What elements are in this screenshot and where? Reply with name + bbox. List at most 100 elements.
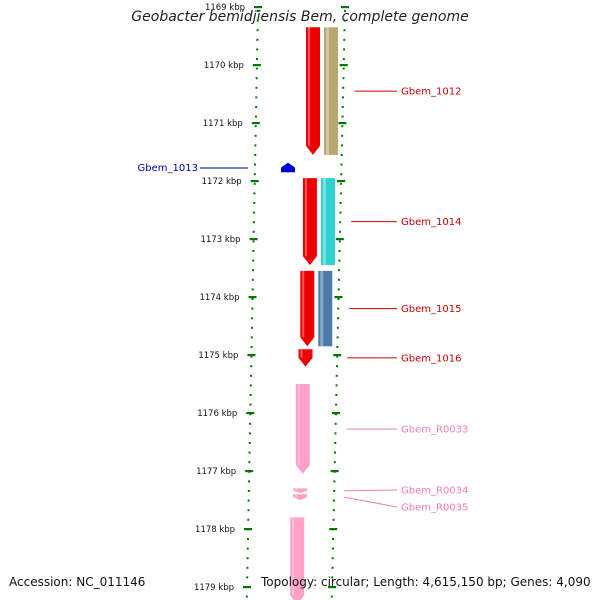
- tick-label: 1179 kbp: [194, 583, 234, 593]
- gene-gbem_r0035[interactable]: [293, 494, 307, 500]
- scale-dot: [250, 365, 253, 368]
- accession-text: Accession: NC_011146: [9, 575, 146, 589]
- gene-gbem_r0034[interactable]: [293, 488, 308, 493]
- gene-label-gbem_r0033[interactable]: Gbem_R0033: [401, 424, 468, 435]
- scale-dot: [249, 422, 252, 425]
- scale-dot: [334, 432, 337, 435]
- gene-label-gbem_1016[interactable]: Gbem_1016: [401, 353, 461, 364]
- scale-dot: [339, 211, 342, 214]
- scale-dot: [340, 173, 343, 176]
- scale-dot: [337, 288, 340, 291]
- scale-dot: [340, 163, 343, 166]
- gene-gbem_1016[interactable]: [298, 349, 313, 367]
- features-layer[interactable]: [0, 0, 339, 600]
- scale-dot: [256, 58, 259, 60]
- scale-dot: [246, 538, 249, 540]
- cog-category-bar: [318, 270, 333, 347]
- scale-dot: [330, 595, 333, 598]
- scale-dot: [254, 115, 257, 118]
- scale-dot: [256, 29, 259, 32]
- scale-dot: [252, 269, 255, 272]
- scale-dot: [247, 490, 250, 492]
- gene-label-gbem_1014[interactable]: Gbem_1014: [401, 217, 461, 228]
- scale-dot: [343, 38, 346, 41]
- scale-dot: [343, 48, 346, 51]
- major-tick-inner: [247, 354, 256, 357]
- cog-category-bar: [324, 27, 339, 155]
- scale-dot: [340, 182, 343, 185]
- scale-dot: [253, 173, 256, 176]
- major-tick-inner: [250, 180, 259, 183]
- scale-dot: [331, 566, 334, 569]
- scale-dot: [252, 230, 255, 233]
- scale-dot: [251, 317, 254, 320]
- scale-dot: [339, 202, 342, 204]
- scale-dot: [252, 240, 255, 243]
- major-tick-outer: [335, 238, 344, 241]
- scale-dot: [253, 211, 256, 214]
- scale-dot: [343, 10, 346, 12]
- tick-label: 1176 kbp: [197, 409, 237, 419]
- scale-dot: [247, 499, 250, 502]
- gene-gbem_r0033[interactable]: [295, 384, 310, 474]
- scale-dot: [335, 394, 338, 396]
- scale-dot: [248, 461, 251, 464]
- scale-dot: [338, 250, 341, 252]
- major-tick-inner: [254, 6, 262, 9]
- gene-label-gbem_r0034[interactable]: Gbem_R0034: [401, 486, 468, 497]
- scale-dot: [254, 163, 257, 166]
- scale-dot: [337, 278, 340, 281]
- scale-dot: [248, 480, 251, 483]
- scale-dot: [250, 346, 253, 348]
- major-tick-inner: [251, 122, 260, 125]
- gene-gbem_1014[interactable]: [302, 178, 317, 266]
- tick-label: 1172 kbp: [202, 177, 242, 187]
- tick-label: 1173 kbp: [201, 235, 241, 245]
- scale-dot: [342, 77, 345, 80]
- scale-dot: [256, 19, 259, 22]
- gene-label-gbem_1012[interactable]: Gbem_1012: [401, 87, 461, 98]
- labels-layer[interactable]: Gbem_1012 Gbem_1013 Gbem_1014 Gbem_1015 Gbem…: [138, 87, 469, 514]
- scale-dot: [340, 154, 343, 156]
- scale-dot: [253, 182, 256, 185]
- scale-dot: [247, 518, 250, 521]
- scale-ticks-layer: 1169 kbp 1170 kbp 1171 kbp 1172 kbp 1173 kbp…: [194, 3, 349, 593]
- scale-dot: [250, 336, 253, 339]
- scale-dot: [341, 106, 344, 108]
- scale-dot: [337, 307, 340, 310]
- scale-dot: [254, 125, 257, 128]
- scale-dot: [335, 365, 338, 368]
- cog-bar-highlight: [326, 27, 330, 155]
- scale-dot: [256, 48, 259, 51]
- scale-dot: [251, 278, 254, 281]
- gene-label-gbem_1015[interactable]: Gbem_1015: [401, 304, 461, 315]
- tick-label: 1169 kbp: [205, 3, 245, 13]
- scale-dot: [343, 29, 346, 32]
- gene-feature[interactable]: [290, 517, 305, 600]
- scale-dot: [342, 86, 345, 89]
- scale-dot: [341, 125, 344, 128]
- major-tick-outer: [328, 586, 336, 589]
- gene-gbem_1013[interactable]: [281, 162, 295, 173]
- scale-dot: [248, 451, 251, 454]
- gene-gbem_1012[interactable]: [306, 27, 320, 155]
- scale-dot: [253, 202, 256, 204]
- scale-dot: [340, 144, 343, 147]
- gene-gbem_1015[interactable]: [300, 270, 315, 347]
- major-tick-outer: [337, 180, 346, 183]
- scale-dot: [331, 557, 334, 560]
- scale-dot: [256, 38, 259, 41]
- scale-dot: [253, 192, 256, 195]
- scale-dot: [250, 355, 253, 358]
- scale-dot: [255, 96, 258, 99]
- scale-dot: [332, 499, 335, 502]
- gene-label-gbem_r0035[interactable]: Gbem_R0035: [401, 503, 468, 514]
- gene-label-gbem_1013[interactable]: Gbem_1013: [138, 163, 198, 174]
- scale-dot: [334, 422, 337, 425]
- scale-dot: [246, 557, 249, 560]
- scale-dot: [255, 106, 258, 108]
- label-leader-line: [343, 496, 398, 508]
- tick-label: 1171 kbp: [203, 119, 243, 129]
- scale-dot: [334, 442, 337, 444]
